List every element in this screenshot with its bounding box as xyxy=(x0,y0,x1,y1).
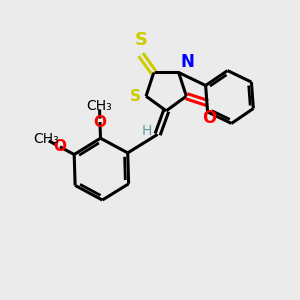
Text: O: O xyxy=(94,115,106,130)
Text: S: S xyxy=(134,31,147,49)
Text: S: S xyxy=(130,89,141,104)
Text: CH₃: CH₃ xyxy=(87,99,112,113)
Text: H: H xyxy=(142,124,152,138)
Text: CH₃: CH₃ xyxy=(33,132,58,146)
Text: O: O xyxy=(202,110,216,128)
Text: O: O xyxy=(53,139,66,154)
Text: N: N xyxy=(180,53,194,71)
